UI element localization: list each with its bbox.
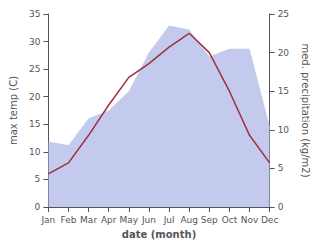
svg-text:Dec: Dec (261, 215, 278, 225)
svg-text:10: 10 (278, 125, 290, 135)
svg-text:35: 35 (29, 9, 40, 19)
svg-text:0: 0 (35, 202, 41, 212)
svg-text:0: 0 (278, 202, 284, 212)
svg-text:med. precipitation (kg/m2): med. precipitation (kg/m2) (300, 43, 311, 177)
svg-text:Feb: Feb (61, 215, 77, 225)
svg-text:25: 25 (278, 9, 289, 19)
svg-text:Mar: Mar (80, 215, 97, 225)
svg-text:15: 15 (29, 119, 40, 129)
svg-text:5: 5 (278, 163, 284, 173)
svg-text:5: 5 (35, 174, 41, 184)
svg-text:30: 30 (29, 37, 41, 47)
svg-text:15: 15 (278, 86, 289, 96)
svg-text:Nov: Nov (241, 215, 259, 225)
svg-text:Jul: Jul (163, 215, 175, 225)
svg-text:max temp (C): max temp (C) (8, 76, 19, 145)
svg-text:date (month): date (month) (122, 229, 196, 240)
svg-text:Jun: Jun (141, 215, 156, 225)
svg-text:Aug: Aug (180, 215, 198, 225)
svg-text:Jan: Jan (40, 215, 55, 225)
svg-text:10: 10 (29, 147, 41, 157)
svg-text:20: 20 (278, 48, 290, 58)
svg-text:Sep: Sep (201, 215, 218, 225)
svg-text:20: 20 (29, 92, 41, 102)
svg-text:May: May (120, 215, 139, 225)
svg-text:Oct: Oct (222, 215, 238, 225)
svg-text:Apr: Apr (101, 215, 117, 225)
svg-text:25: 25 (29, 64, 40, 74)
